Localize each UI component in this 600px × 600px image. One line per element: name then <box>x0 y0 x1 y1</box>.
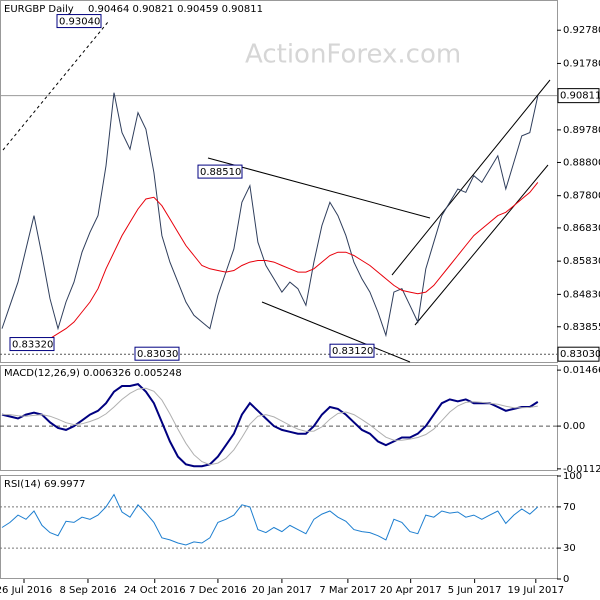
support-label: 0.83030 <box>560 349 600 360</box>
support-box <box>557 346 600 362</box>
last-price-box <box>557 88 600 104</box>
trend-line <box>2 21 109 151</box>
channel-line <box>414 164 549 326</box>
x-tick-label: 7 Mar 2017 <box>319 585 376 596</box>
price-annotation-box <box>9 337 55 352</box>
price-annotation: 0.83120 <box>332 346 373 357</box>
macd-panel <box>0 365 558 471</box>
series-line <box>2 387 538 466</box>
series-line <box>1 92 539 338</box>
y-tick-label: 30 <box>563 543 576 554</box>
x-tick-label: 7 Dec 2016 <box>189 585 247 596</box>
y-tick-label: 0 <box>563 574 569 585</box>
chart-title: EURGBP Daily <box>4 4 74 15</box>
watermark: ActionForex.com <box>245 40 461 70</box>
x-tick-label: 8 Sep 2016 <box>59 585 116 596</box>
series-line <box>41 182 539 345</box>
rsi-panel <box>0 475 558 579</box>
x-tick-label: 20 Jan 2017 <box>252 585 312 596</box>
y-tick-label: 0.83855 <box>563 322 600 333</box>
trend-line <box>261 301 411 363</box>
price-annotation-box <box>329 343 375 358</box>
y-tick-label: 70 <box>563 502 576 513</box>
x-tick-label: 5 Jun 2017 <box>448 585 502 596</box>
price-annotation: 0.88510 <box>200 167 241 178</box>
last-price-label: 0.90811 <box>560 91 600 102</box>
channel-line <box>391 79 551 276</box>
y-tick-label: 100 <box>563 471 582 482</box>
x-tick-label: 24 Oct 2016 <box>124 585 186 596</box>
price-panel <box>0 0 558 363</box>
x-tick-label: 20 Apr 2017 <box>380 585 442 596</box>
price-annotation: 0.93040 <box>59 17 100 28</box>
price-annotation-box <box>197 164 243 179</box>
x-tick-label: 26 Jul 2016 <box>0 585 52 596</box>
ohlc-values: 0.90464 0.90821 0.90459 0.90811 <box>88 4 263 15</box>
price-annotation: 0.83320 <box>12 340 53 351</box>
price-annotation: 0.83030 <box>137 349 178 360</box>
trend-line <box>207 157 431 219</box>
series-line <box>1 493 539 546</box>
x-tick-label: 19 Jul 2017 <box>508 585 565 596</box>
y-tick-label: -0.011202 <box>563 464 600 475</box>
rsi-title: RSI(14) 69.9977 <box>4 479 85 490</box>
y-tick-label: 0.00 <box>563 421 585 432</box>
macd-title: MACD(12,26,9) 0.006326 0.005248 <box>4 368 182 379</box>
price-annotation-box <box>56 14 102 29</box>
price-annotation-box <box>134 346 180 361</box>
y-tick-label: 0.014661 <box>563 365 600 376</box>
series-line <box>1 383 539 468</box>
